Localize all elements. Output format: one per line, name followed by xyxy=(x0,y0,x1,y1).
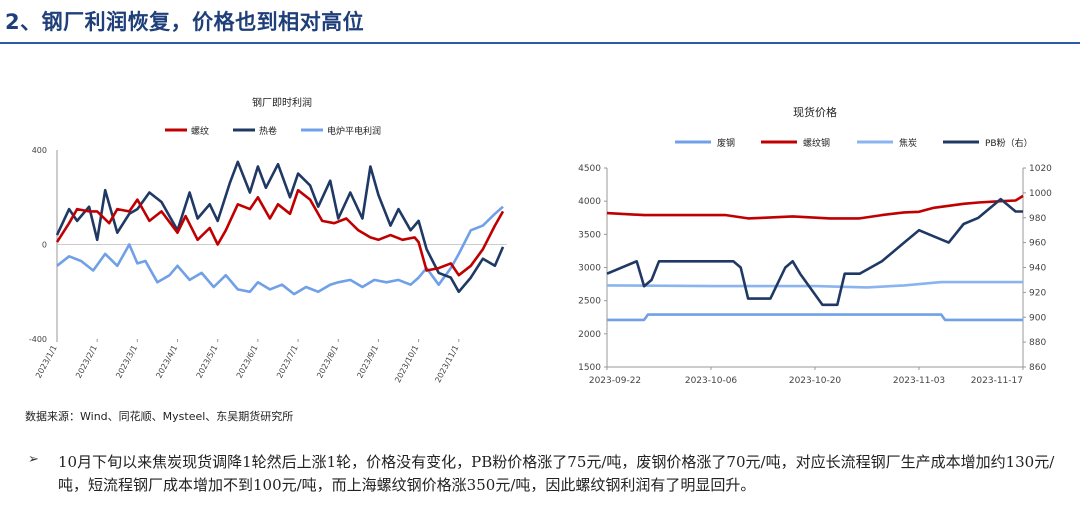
chart1-series-line-0 xyxy=(55,188,505,277)
chart1-x-tick-label: 2023/7/1 xyxy=(275,344,300,380)
chart2-y-tick-label: 2500 xyxy=(578,297,601,307)
chart2-x-tick-label: 2023-10-06 xyxy=(685,376,738,386)
chart2-y-tick-label: 4000 xyxy=(578,197,601,207)
chart2-legend-label-3: PB粉（右） xyxy=(985,137,1033,149)
chart2-y2-tick-label: 920 xyxy=(1029,288,1046,298)
chart2-y-tick-label: 4500 xyxy=(578,164,601,174)
chart2-series-line-1 xyxy=(606,194,1024,220)
chart1-x-tick-label: 2023/6/1 xyxy=(235,344,260,380)
chart2-y2-tick-label: 860 xyxy=(1029,363,1046,373)
chart1-y-tick-label: 0 xyxy=(42,241,47,250)
chart1-title: 钢厂即时利润 xyxy=(252,96,312,109)
chart2-legend-label-0: 废钢 xyxy=(717,137,735,149)
chart1-legend-label-1: 热卷 xyxy=(259,125,277,137)
chart1-legend-label-0: 螺纹 xyxy=(191,125,209,137)
chart2-x-tick-label: 2023-09-22 xyxy=(589,376,641,386)
chart1-series-line-1 xyxy=(55,160,505,294)
chart1-x-tick-label: 2023/4/1 xyxy=(154,344,179,380)
chart1-x-tick-label: 2023/8/1 xyxy=(315,344,340,380)
chart2-y2-tick-label: 880 xyxy=(1029,338,1046,348)
chart2-y2-tick-label: 900 xyxy=(1029,313,1046,323)
chart1-series-line-2 xyxy=(56,205,504,296)
chart1-legend-label-2: 电炉平电利润 xyxy=(327,125,381,137)
chart2-y-tick-label: 1500 xyxy=(578,363,601,373)
chart1-x-tick-label: 2023/1/1 xyxy=(34,344,59,380)
chart2-y2-tick-label: 980 xyxy=(1029,214,1046,224)
chart2-series-line-2 xyxy=(606,280,1023,289)
chart1-x-tick-label: 2023/10/1 xyxy=(393,344,420,384)
title-divider xyxy=(0,42,1080,44)
chart2-legend-label-2: 焦炭 xyxy=(899,137,917,149)
data-source-note: 数据来源：Wind、同花顺、Mysteel、东吴期货研究所 xyxy=(25,410,294,423)
chart2-y2-tick-label: 940 xyxy=(1029,264,1046,274)
chart1-y-tick-label: 400 xyxy=(32,146,47,155)
chart1-x-tick-label: 2023/2/1 xyxy=(74,344,99,380)
chart2-x-tick-label: 2023-11-03 xyxy=(893,376,945,386)
chart2-x-tick-label: 2023-11-17 xyxy=(971,376,1023,386)
chart2-y2-tick-label: 1020 xyxy=(1029,164,1052,174)
chart1-x-tick-label: 2023/11/1 xyxy=(433,344,460,384)
page-title: 2、钢厂利润恢复，价格也到相对高位 xyxy=(5,10,365,34)
chart2-legend-label-1: 螺纹钢 xyxy=(803,137,830,149)
chart1-x-tick-label: 2023/5/1 xyxy=(195,344,220,380)
bullet-arrow-icon: ➢ xyxy=(28,452,39,467)
chart2-y-tick-label: 2000 xyxy=(578,330,601,340)
chart1-y-tick-label: -400 xyxy=(29,335,47,344)
chart2-y2-tick-label: 960 xyxy=(1029,239,1046,249)
chart2-series-line-0 xyxy=(607,313,1023,322)
chart2-title: 现货价格 xyxy=(793,105,837,119)
commentary-text: 10月下旬以来焦炭现货调降1轮然后上涨1轮，价格没有变化，PB粉价格涨了75元/… xyxy=(58,453,1055,494)
chart1-x-tick-label: 2023/9/1 xyxy=(355,344,380,380)
chart2-x-tick-label: 2023-10-20 xyxy=(789,376,842,386)
chart2-series-line-3 xyxy=(606,197,1023,307)
chart1-x-tick-label: 2023/3/1 xyxy=(114,344,139,380)
chart2-y-tick-label: 3000 xyxy=(578,264,601,274)
chart2-y2-tick-label: 1000 xyxy=(1029,189,1052,199)
chart2-y-tick-label: 3500 xyxy=(578,230,601,240)
